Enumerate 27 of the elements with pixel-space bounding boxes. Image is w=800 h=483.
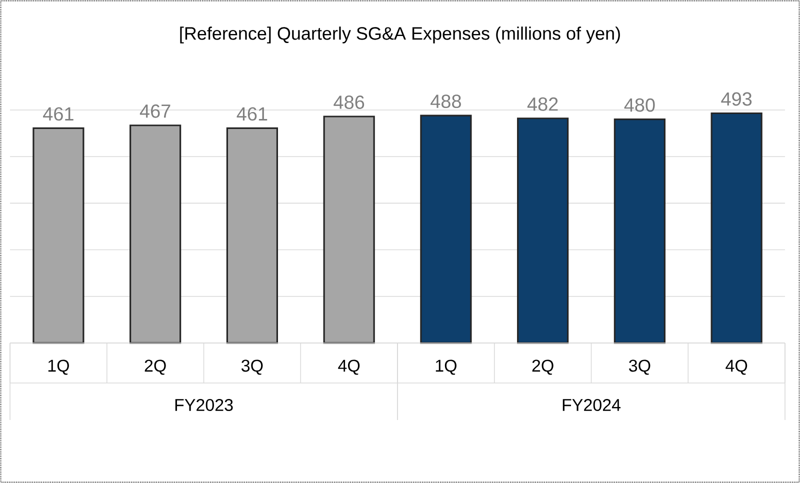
chart-title: [Reference] Quarterly SG&A Expenses (millions of yen) — [180, 26, 620, 44]
x-tick-label: 4Q — [338, 360, 360, 375]
bar — [614, 118, 666, 344]
data-label: 461 — [236, 107, 268, 121]
x-tick-label: 2Q — [144, 360, 166, 375]
bar — [32, 127, 84, 344]
bar — [710, 112, 762, 344]
bar — [226, 127, 278, 344]
data-label: 482 — [527, 97, 558, 111]
x-tick-label: 3Q — [629, 360, 650, 375]
bar — [517, 118, 569, 344]
bar — [420, 114, 472, 344]
data-label: 486 — [334, 96, 364, 109]
data-label: 493 — [721, 92, 752, 106]
bar — [323, 116, 375, 344]
data-label: 480 — [624, 98, 655, 112]
data-label: 461 — [43, 107, 74, 121]
text: FY2024 — [562, 398, 621, 412]
text: FY2023 — [175, 398, 233, 412]
x-tick-label: 1Q — [48, 360, 69, 375]
x-tick-label: 1Q — [436, 360, 456, 375]
x-tick-label: 3Q — [242, 360, 263, 375]
data-label: 488 — [430, 94, 461, 108]
x-tick-label: 4Q — [726, 360, 748, 375]
x-tick-label: 2Q — [532, 360, 554, 375]
bar — [130, 124, 182, 344]
data-label: 467 — [140, 104, 170, 118]
